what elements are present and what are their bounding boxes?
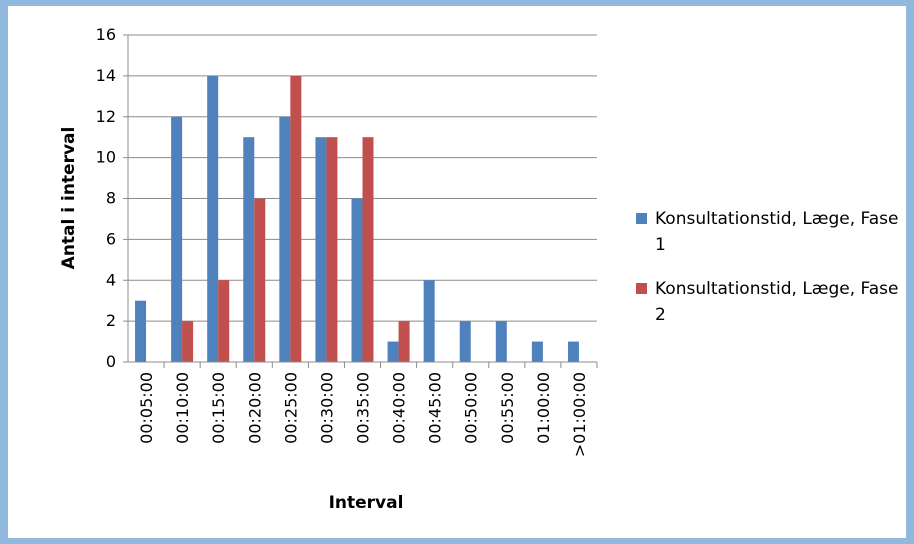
x-tick-label: 00:30:00 [317,372,336,444]
bar [459,321,471,362]
x-tick-label: 00:45:00 [426,372,445,444]
y-axis-label: Antal i interval [59,127,79,270]
legend-item: Konsultationstid, Læge, Fase 1 [636,206,906,258]
x-tick-label: 00:40:00 [390,372,409,444]
bar [398,321,410,362]
bar [279,116,291,362]
x-axis-label: Interval [329,493,404,513]
bar [387,341,399,362]
y-tick-label: 2 [106,311,116,330]
y-tick-label: 0 [106,352,116,371]
legend-item: Konsultationstid, Læge, Fase 2 [636,276,906,328]
x-tick-label: 00:55:00 [498,372,517,444]
bar [207,75,219,362]
x-tick-label: 00:35:00 [354,372,373,444]
bar [243,137,255,362]
y-tick-label: 6 [106,229,116,248]
bar [351,198,363,362]
x-tick-label: 00:50:00 [462,372,481,444]
x-tick-label: 00:15:00 [209,372,228,444]
x-tick-label: 01:00:00 [534,372,553,444]
x-tick-label: >01:00:00 [570,372,589,457]
bar [182,321,194,362]
y-tick-label: 14 [96,66,116,85]
y-tick-label: 8 [106,189,116,208]
legend-label: Konsultationstid, Læge, Fase 1 [655,209,899,255]
x-tick-label: 00:20:00 [245,372,264,444]
bar [495,321,507,362]
bar [171,116,183,362]
x-tick-label: 00:05:00 [137,372,156,444]
bar [218,280,230,362]
bar [567,341,579,362]
x-tick-label: 00:10:00 [173,372,192,444]
bar [315,137,327,362]
y-tick-label: 16 [96,25,116,44]
bar [362,137,374,362]
bar [254,198,266,362]
legend-label: Konsultationstid, Læge, Fase 2 [655,279,899,325]
x-tick-label: 00:25:00 [281,372,300,444]
bar [423,280,435,362]
bar [531,341,543,362]
bar [326,137,338,362]
y-tick-label: 12 [96,107,116,126]
bar [135,300,147,362]
y-tick-label: 10 [96,148,116,167]
chart-frame: Interval Antal i interval 0 2 4 6 8 10 12 14 16 0… [8,6,906,538]
legend-swatch [636,283,647,294]
legend-swatch [636,213,647,224]
y-tick-label: 4 [106,270,116,289]
bar [290,75,302,362]
